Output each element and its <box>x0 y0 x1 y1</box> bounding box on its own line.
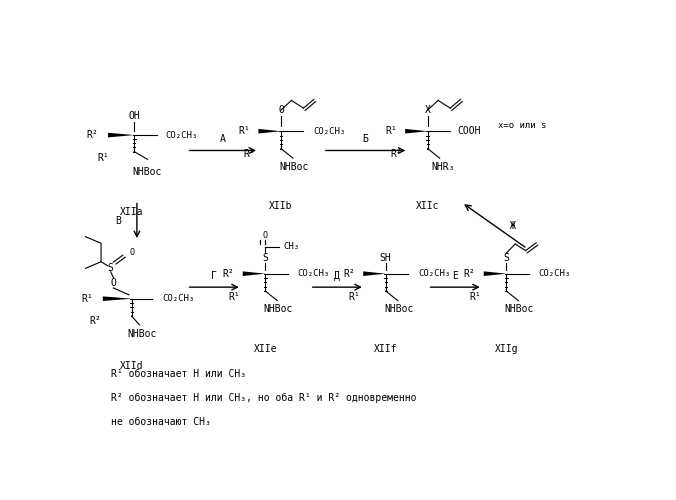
Polygon shape <box>363 272 386 276</box>
Text: R²: R² <box>343 268 355 278</box>
Text: XIIa: XIIa <box>120 207 143 217</box>
Text: R²: R² <box>390 150 402 160</box>
Text: R²: R² <box>87 130 98 140</box>
Text: COOH: COOH <box>458 126 481 136</box>
Text: R¹: R¹ <box>81 294 93 304</box>
Text: Б: Б <box>362 134 368 144</box>
Text: R²: R² <box>243 150 256 160</box>
Text: R¹: R¹ <box>469 292 481 302</box>
Text: R²: R² <box>89 316 101 326</box>
Text: x=o или s: x=o или s <box>498 121 546 130</box>
Text: NHR₃: NHR₃ <box>431 162 455 172</box>
Text: OH: OH <box>128 111 140 121</box>
Text: CO₂CH₃: CO₂CH₃ <box>298 269 330 278</box>
Text: O: O <box>129 248 134 257</box>
Text: XIIb: XIIb <box>269 202 293 211</box>
Text: CO₂CH₃: CO₂CH₃ <box>314 126 346 136</box>
Text: R¹: R¹ <box>348 292 360 302</box>
Text: R²: R² <box>222 268 235 278</box>
Text: NHBoc: NHBoc <box>505 304 534 314</box>
Text: O: O <box>263 230 268 239</box>
Text: CO₂CH₃: CO₂CH₃ <box>163 294 195 303</box>
Text: A: A <box>220 134 226 144</box>
Text: CO₂CH₃: CO₂CH₃ <box>166 130 197 140</box>
Text: S: S <box>504 254 509 264</box>
Text: R¹: R¹ <box>97 153 109 163</box>
Text: S: S <box>107 263 114 273</box>
Text: NHBoc: NHBoc <box>128 329 157 339</box>
Text: X: X <box>425 105 431 115</box>
Polygon shape <box>405 129 428 134</box>
Text: XIIf: XIIf <box>374 344 397 354</box>
Text: NHBoc: NHBoc <box>132 166 162 176</box>
Text: R¹: R¹ <box>385 126 397 136</box>
Text: SH: SH <box>380 254 391 264</box>
Text: В: В <box>116 216 121 226</box>
Text: S: S <box>262 254 268 264</box>
Text: Е: Е <box>452 270 458 280</box>
Text: CO₂CH₃: CO₂CH₃ <box>418 269 451 278</box>
Polygon shape <box>258 129 281 134</box>
Text: R¹ обозначает H или CH₃: R¹ обозначает H или CH₃ <box>111 369 246 379</box>
Polygon shape <box>103 296 132 301</box>
Text: R² обозначает H или CH₃, но оба R¹ и R² одновременно: R² обозначает H или CH₃, но оба R¹ и R² … <box>111 392 416 402</box>
Polygon shape <box>243 272 265 276</box>
Text: Ж: Ж <box>510 220 516 230</box>
Text: XIId: XIId <box>120 361 143 371</box>
Text: CH₃: CH₃ <box>283 242 299 251</box>
Text: CO₂CH₃: CO₂CH₃ <box>539 269 571 278</box>
Text: O: O <box>278 105 284 115</box>
Text: NHBoc: NHBoc <box>384 304 414 314</box>
Text: XIIc: XIIc <box>416 202 439 211</box>
Text: R¹: R¹ <box>228 292 240 302</box>
Text: Д: Д <box>335 270 340 280</box>
Text: XIIe: XIIe <box>254 344 277 354</box>
Polygon shape <box>108 133 135 138</box>
Text: R¹: R¹ <box>239 126 250 136</box>
Text: NHBoc: NHBoc <box>264 304 293 314</box>
Polygon shape <box>484 272 506 276</box>
Text: R²: R² <box>464 268 475 278</box>
Text: Г: Г <box>211 270 217 280</box>
Text: O: O <box>110 278 116 287</box>
Text: NHBoc: NHBoc <box>279 162 309 172</box>
Text: не обозначают CH₃: не обозначают CH₃ <box>111 416 210 426</box>
Text: XIIg: XIIg <box>494 344 518 354</box>
